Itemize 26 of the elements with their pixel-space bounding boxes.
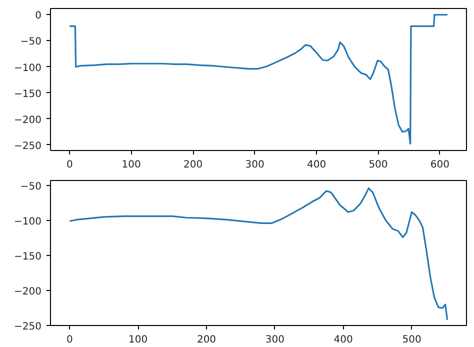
x-tick-label: 500 xyxy=(402,334,422,346)
x-tick-label: 0 xyxy=(66,334,73,346)
y-tick-label: −150 xyxy=(14,88,42,100)
y-tick-label: −50 xyxy=(20,36,42,48)
x-tick-label: 200 xyxy=(184,160,203,170)
y-tick-label: −200 xyxy=(14,114,42,126)
x-tick-label: 400 xyxy=(306,160,326,170)
y-tick-label: −250 xyxy=(14,140,42,152)
x-tick-label: 100 xyxy=(128,334,148,346)
x-tick-label: 300 xyxy=(265,334,284,346)
y-tick-label: 0 xyxy=(35,10,42,22)
y-tick-label: −50 xyxy=(20,181,42,192)
y-tick-label: −100 xyxy=(14,62,42,74)
line-series xyxy=(68,187,448,321)
y-tick-label: −100 xyxy=(14,216,42,228)
y-tick-label: −200 xyxy=(14,286,42,298)
y-tick-label: −150 xyxy=(14,251,42,262)
y-tick-label: −250 xyxy=(14,322,42,332)
x-tick-label: 400 xyxy=(334,334,353,346)
line-series xyxy=(68,14,448,145)
x-tick-label: 100 xyxy=(122,160,141,170)
x-tick-label: 600 xyxy=(430,160,450,170)
x-tick-label: 200 xyxy=(196,334,216,346)
x-tick-label: 500 xyxy=(368,160,388,170)
x-tick-label: 0 xyxy=(66,160,73,170)
x-tick-label: 300 xyxy=(245,160,264,170)
